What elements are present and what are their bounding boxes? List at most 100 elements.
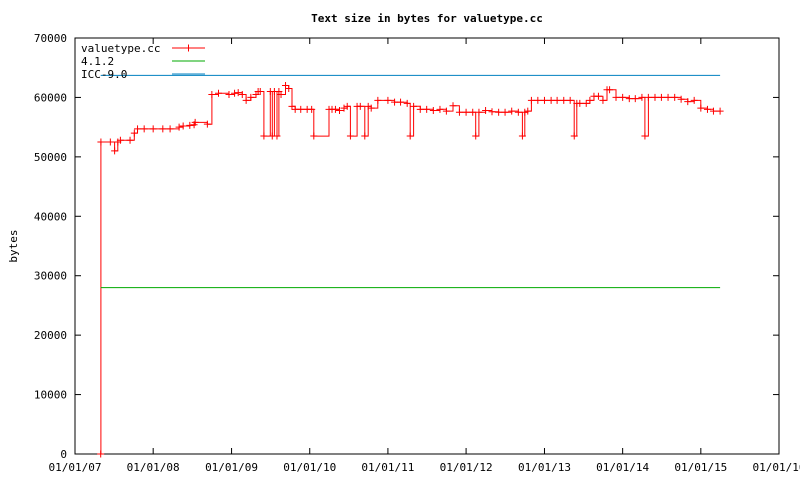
data-point <box>651 93 659 101</box>
data-point <box>403 99 411 107</box>
data-point <box>644 93 652 101</box>
data-point <box>336 107 344 115</box>
data-point <box>576 99 584 107</box>
x-tick-label: 01/01/14 <box>596 461 649 474</box>
data-point <box>346 132 354 140</box>
data-point <box>106 138 114 146</box>
data-point <box>586 96 594 104</box>
data-point <box>343 102 351 110</box>
data-point <box>130 129 138 137</box>
x-tick-label: 01/01/16 <box>753 461 800 474</box>
x-axis-ticks: 01/01/07 01/01/08 01/01/09 01/01/10 01/01/11… <box>49 38 800 474</box>
y-tick-label: 10000 <box>34 389 67 402</box>
x-tick-label: 01/01/13 <box>518 461 571 474</box>
data-point <box>410 102 418 110</box>
data-point <box>288 102 296 110</box>
data-point <box>149 125 157 133</box>
data-point <box>175 123 183 131</box>
data-point <box>111 147 119 155</box>
data-point <box>186 121 194 129</box>
data-point <box>619 93 627 101</box>
data-point <box>397 98 405 106</box>
data-point <box>501 108 509 116</box>
data-point <box>709 107 717 115</box>
data-point <box>716 107 724 115</box>
data-point <box>442 107 450 115</box>
data-point <box>140 125 148 133</box>
data-point <box>159 125 167 133</box>
data-point <box>191 118 199 126</box>
data-point <box>260 132 268 140</box>
data-point <box>356 102 364 110</box>
data-point <box>524 107 532 115</box>
data-point <box>429 107 437 115</box>
data-point <box>508 107 516 115</box>
data-point <box>367 104 375 112</box>
data-point <box>308 105 316 113</box>
series-layer <box>97 74 724 458</box>
y-tick-label: 0 <box>60 448 67 461</box>
data-point <box>488 108 496 116</box>
data-point <box>697 104 705 112</box>
data-point <box>297 105 305 113</box>
data-point <box>391 98 399 106</box>
y-tick-label: 70000 <box>34 32 67 45</box>
data-point <box>638 93 646 101</box>
chart-title: Text size in bytes for valuetype.cc <box>311 12 543 25</box>
data-point <box>534 96 542 104</box>
data-point <box>225 90 233 98</box>
data-point <box>582 99 590 107</box>
data-point <box>547 96 555 104</box>
y-axis-label: bytes <box>7 229 20 262</box>
data-point <box>690 96 698 104</box>
data-point <box>285 85 293 93</box>
data-point <box>364 102 372 110</box>
x-tick-label: 01/01/11 <box>361 461 414 474</box>
y-axis-ticks: 0 10000 20000 30000 40000 50000 60000 70000 <box>34 32 779 461</box>
data-point <box>374 96 382 104</box>
data-point <box>684 98 692 106</box>
data-point <box>599 96 607 104</box>
data-point <box>423 105 431 113</box>
data-point <box>671 93 679 101</box>
data-point <box>521 108 529 116</box>
data-point <box>560 96 568 104</box>
x-tick-label: 01/01/09 <box>205 461 258 474</box>
data-point <box>641 132 649 140</box>
data-point <box>416 105 424 113</box>
data-point <box>256 87 264 95</box>
data-point <box>462 108 470 116</box>
series-0 <box>97 82 724 458</box>
data-point <box>208 90 216 98</box>
data-point <box>126 136 134 144</box>
legend-label: ICC-9.0 <box>81 68 127 81</box>
y-tick-label: 60000 <box>34 91 67 104</box>
data-point <box>340 104 348 112</box>
data-point <box>273 132 281 140</box>
data-point <box>331 105 339 113</box>
data-point <box>594 92 602 100</box>
data-point <box>540 96 548 104</box>
series-line <box>100 85 721 455</box>
data-point <box>384 96 392 104</box>
data-point <box>166 125 174 133</box>
x-tick-label: 01/01/08 <box>127 461 180 474</box>
data-point <box>436 105 444 113</box>
data-point <box>310 132 318 140</box>
y-tick-label: 20000 <box>34 329 67 342</box>
data-point <box>566 96 574 104</box>
data-point <box>469 108 477 116</box>
x-tick-label: 01/01/07 <box>49 461 102 474</box>
data-point <box>472 132 480 140</box>
data-point <box>231 89 239 97</box>
data-point <box>234 89 242 97</box>
data-point <box>214 89 222 97</box>
data-point <box>247 93 255 101</box>
y-tick-label: 50000 <box>34 151 67 164</box>
data-point <box>703 105 711 113</box>
legend-marker <box>185 44 192 52</box>
data-point <box>625 95 633 103</box>
legend-label: 4.1.2 <box>81 55 114 68</box>
